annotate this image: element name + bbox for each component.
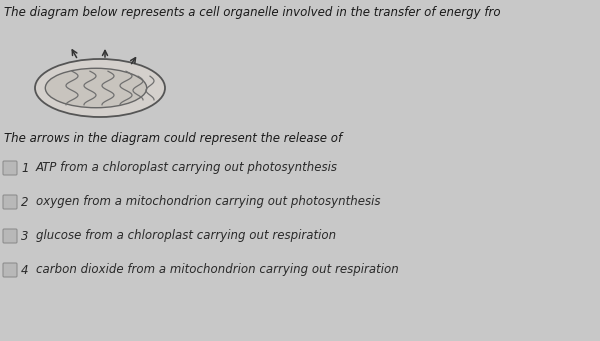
Text: ATP from a chloroplast carrying out photosynthesis: ATP from a chloroplast carrying out phot… <box>36 162 338 175</box>
Text: carbon dioxide from a mitochondrion carrying out respiration: carbon dioxide from a mitochondrion carr… <box>36 264 399 277</box>
Text: 2: 2 <box>21 195 29 208</box>
FancyBboxPatch shape <box>3 263 17 277</box>
FancyBboxPatch shape <box>3 195 17 209</box>
Text: 3: 3 <box>21 229 29 242</box>
Ellipse shape <box>46 68 146 108</box>
Text: 1: 1 <box>21 162 29 175</box>
Ellipse shape <box>35 59 165 117</box>
Text: 4: 4 <box>21 264 29 277</box>
Text: The arrows in the diagram could represent the release of: The arrows in the diagram could represen… <box>4 132 342 145</box>
FancyBboxPatch shape <box>3 161 17 175</box>
Text: oxygen from a mitochondrion carrying out photosynthesis: oxygen from a mitochondrion carrying out… <box>36 195 380 208</box>
Text: The diagram below represents a cell organelle involved in the transfer of energy: The diagram below represents a cell orga… <box>4 6 500 19</box>
FancyBboxPatch shape <box>3 229 17 243</box>
Text: glucose from a chloroplast carrying out respiration: glucose from a chloroplast carrying out … <box>36 229 336 242</box>
